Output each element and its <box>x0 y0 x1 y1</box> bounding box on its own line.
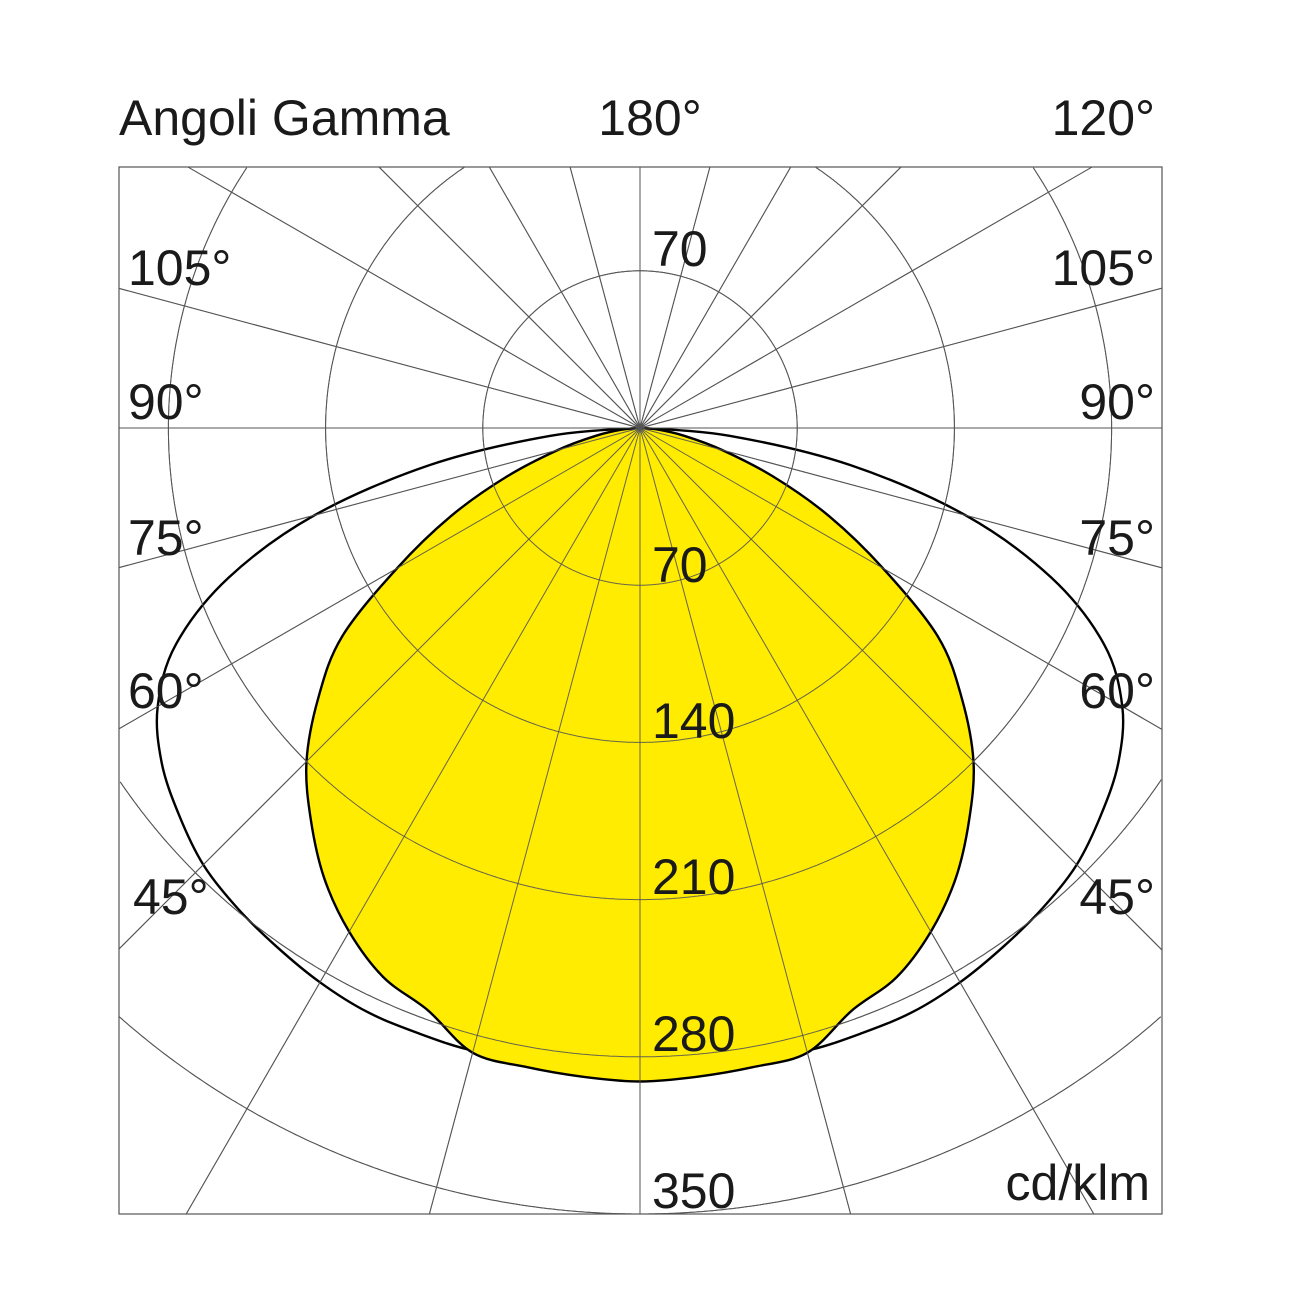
ring-label-350: 350 <box>652 1163 735 1219</box>
ring-label-210: 210 <box>652 849 735 905</box>
polar-grid-overlay <box>118 166 1163 1215</box>
grid-spoke-255 <box>118 287 641 429</box>
left-angle-label-90: 90° <box>128 374 204 430</box>
grid-spoke-195 <box>569 166 641 429</box>
grid-ring-280 <box>119 779 1162 1058</box>
grid-spoke-135 <box>639 166 902 429</box>
upper-ring-label: 70 <box>652 221 708 277</box>
chart-title: Angoli Gamma <box>119 90 450 146</box>
right-angle-label-45: 45° <box>1079 869 1155 925</box>
left-angle-label-45: 45° <box>133 869 209 925</box>
grid-spoke-45 <box>639 427 1163 951</box>
right-angle-label-60: 60° <box>1079 663 1155 719</box>
grid-spoke-15 <box>639 427 852 1215</box>
grid-spoke-30 <box>639 427 1095 1215</box>
grid-spoke-210 <box>488 166 641 429</box>
grid-spoke-150 <box>639 166 792 429</box>
ring-label-70: 70 <box>652 537 708 593</box>
grid-spoke-330 <box>185 427 641 1215</box>
right-angle-label-90: 90° <box>1079 374 1155 430</box>
left-angle-label-105: 105° <box>128 240 231 296</box>
grid-ring-210 <box>167 167 1113 901</box>
grid-spoke-165 <box>639 166 711 429</box>
right-angle-label-105: 105° <box>1052 240 1155 296</box>
grid-spoke-240 <box>187 166 641 429</box>
top-right-angle-label: 120° <box>1052 90 1155 146</box>
grid-spoke-285 <box>118 427 641 569</box>
ring-label-280: 280 <box>652 1006 735 1062</box>
grid-spoke-300 <box>118 427 641 730</box>
grid-spoke-60 <box>639 427 1163 730</box>
grid-spoke-105 <box>639 287 1163 429</box>
ring-label-140: 140 <box>652 693 735 749</box>
unit-label: cd/klm <box>1006 1155 1150 1211</box>
grid-spoke-120 <box>639 166 1093 429</box>
top-center-angle-label: 180° <box>598 90 701 146</box>
grid-ring-140 <box>325 166 955 743</box>
grid-spoke-315 <box>118 427 641 950</box>
grid-spoke-345 <box>428 427 641 1215</box>
left-angle-label-60: 60° <box>128 663 204 719</box>
left-angle-label-75: 75° <box>128 510 204 566</box>
grid-spoke-75 <box>639 427 1163 569</box>
grid-spoke-225 <box>378 166 641 429</box>
plot-frame <box>118 166 1163 1215</box>
right-angle-label-75: 75° <box>1079 510 1155 566</box>
